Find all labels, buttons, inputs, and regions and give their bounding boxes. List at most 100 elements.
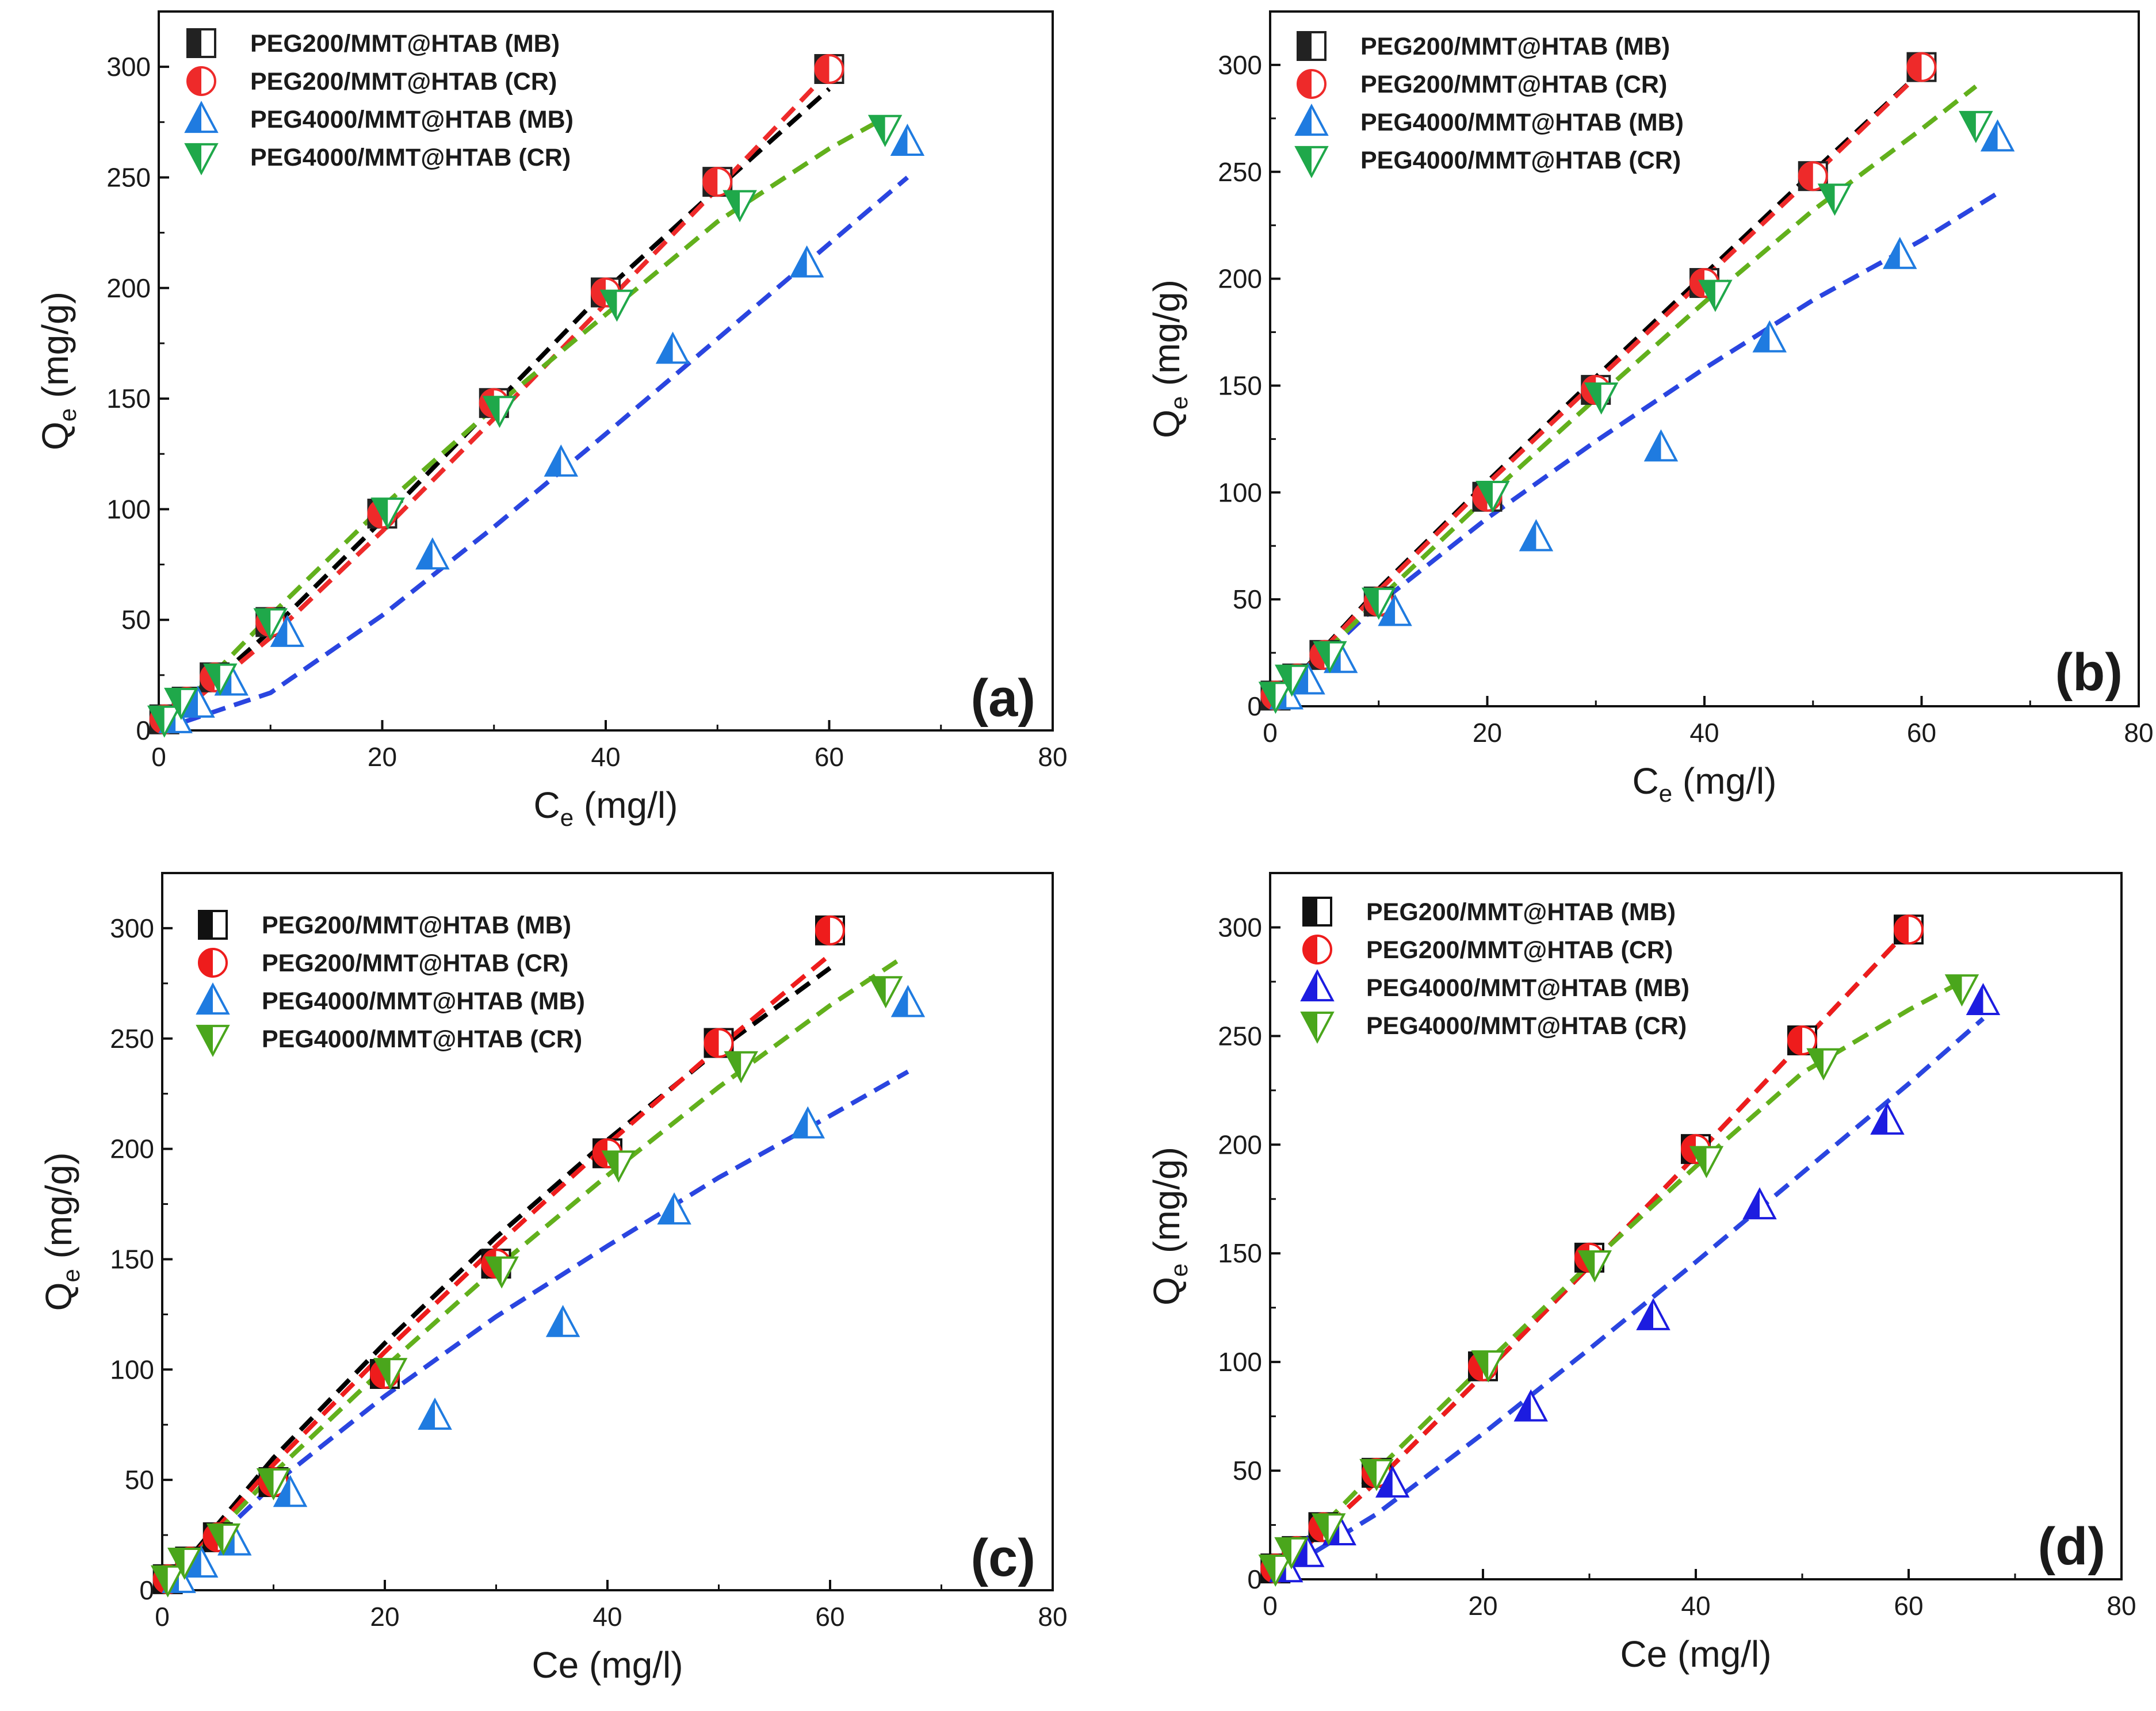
legend-label: PEG200/MMT@HTAB (MB) bbox=[1366, 898, 1676, 926]
legend-marker bbox=[196, 982, 230, 1015]
y-tick-label: 300 bbox=[1218, 912, 1262, 942]
y-tick-label: 300 bbox=[1218, 50, 1262, 80]
legend-marker bbox=[1297, 69, 1327, 99]
x-axis-title: Ce (mg/l) bbox=[1620, 1633, 1771, 1675]
fit-line bbox=[1270, 1017, 1985, 1579]
y-tick-label: 50 bbox=[121, 605, 151, 635]
legend-label: PEG4000/MMT@HTAB (MB) bbox=[1360, 109, 1684, 136]
data-point bbox=[1643, 429, 1679, 462]
data-point bbox=[270, 614, 305, 647]
x-tick-label: 0 bbox=[1263, 1591, 1278, 1621]
data-point bbox=[867, 114, 903, 147]
data-point bbox=[1959, 110, 1993, 143]
data-point bbox=[1742, 1187, 1777, 1220]
data-point bbox=[1475, 480, 1510, 513]
data-point bbox=[704, 1028, 734, 1058]
data-point bbox=[789, 245, 824, 278]
legend-label: PEG200/MMT@HTAB (CR) bbox=[1366, 936, 1673, 964]
data-point bbox=[545, 1304, 580, 1337]
data-point bbox=[482, 396, 517, 428]
y-tick-label: 0 bbox=[136, 715, 151, 745]
data-point bbox=[1258, 682, 1293, 714]
data-point bbox=[1883, 236, 1917, 269]
legend-marker bbox=[186, 66, 216, 96]
legend-marker bbox=[1300, 969, 1335, 1002]
legend-marker bbox=[198, 948, 228, 978]
data-point bbox=[273, 1475, 308, 1507]
legend-marker bbox=[1300, 1011, 1335, 1044]
data-point bbox=[1362, 587, 1396, 620]
y-axis-title: Qe (mg/g) bbox=[1146, 1147, 1192, 1306]
y-tick-label: 200 bbox=[1218, 1130, 1262, 1159]
legend-label: PEG4000/MMT@HTAB (MB) bbox=[262, 987, 585, 1015]
y-tick-label: 0 bbox=[1247, 1564, 1262, 1594]
y-tick-label: 100 bbox=[106, 494, 151, 524]
y-tick-label: 300 bbox=[110, 913, 154, 943]
fit-line bbox=[159, 175, 909, 730]
fit-line bbox=[1270, 979, 1963, 1579]
data-point bbox=[1752, 320, 1787, 353]
y-tick-label: 250 bbox=[106, 162, 151, 192]
y-tick-label: 0 bbox=[1247, 691, 1262, 721]
y-tick-label: 100 bbox=[110, 1354, 154, 1384]
y-tick-label: 0 bbox=[139, 1575, 154, 1605]
legend: PEG200/MMT@HTAB (MB) PEG200/MMT@HTAB (CR)… bbox=[1300, 897, 1689, 1044]
data-point bbox=[599, 289, 634, 322]
data-point bbox=[1513, 1389, 1548, 1422]
data-point bbox=[869, 976, 903, 1009]
x-tick-label: 40 bbox=[592, 1602, 622, 1632]
legend-marker bbox=[1294, 146, 1329, 178]
y-tick-label: 150 bbox=[1218, 1238, 1262, 1268]
data-point bbox=[1689, 1146, 1724, 1178]
data-point bbox=[256, 1468, 291, 1501]
data-point bbox=[1894, 914, 1924, 945]
y-tick-label: 250 bbox=[110, 1024, 154, 1054]
data-point bbox=[1375, 1465, 1410, 1498]
legend-label: PEG4000/MMT@HTAB (CR) bbox=[250, 144, 571, 171]
data-point bbox=[723, 190, 757, 223]
data-point bbox=[373, 1358, 408, 1391]
x-tick-label: 80 bbox=[2124, 718, 2153, 748]
legend-label: PEG4000/MMT@HTAB (CR) bbox=[1360, 147, 1681, 174]
y-tick-label: 150 bbox=[106, 384, 151, 414]
x-tick-label: 60 bbox=[1894, 1591, 1923, 1621]
data-point bbox=[1577, 1250, 1612, 1283]
legend-marker bbox=[1302, 897, 1332, 927]
data-point bbox=[1966, 983, 2001, 1016]
y-tick-label: 50 bbox=[125, 1465, 154, 1495]
plot-frame bbox=[161, 872, 1054, 1591]
data-point bbox=[1274, 1537, 1309, 1570]
y-axis-title: Qe (mg/g) bbox=[38, 1153, 85, 1311]
x-axis-title: Ce (mg/l) bbox=[532, 1644, 683, 1686]
legend-marker bbox=[1294, 104, 1329, 136]
data-point bbox=[484, 1256, 519, 1289]
legend-label: PEG4000/MMT@HTAB (CR) bbox=[1366, 1012, 1687, 1040]
y-tick-label: 100 bbox=[1218, 1347, 1262, 1377]
x-tick-label: 20 bbox=[1473, 718, 1502, 748]
y-tick-label: 250 bbox=[1218, 157, 1262, 187]
legend-label: PEG4000/MMT@HTAB (MB) bbox=[250, 106, 574, 133]
legend-label: PEG200/MMT@HTAB (CR) bbox=[1360, 71, 1667, 98]
fit-line bbox=[1270, 84, 1978, 706]
data-points bbox=[1258, 52, 2015, 714]
chart-panel-b: 0 20 40 60 80 0 50 100 150 200 250 300 Ce (mg/l) Qe (… bbox=[1146, 10, 2154, 807]
fit-line bbox=[162, 959, 899, 1590]
data-point bbox=[1944, 974, 1979, 1007]
x-tick-label: 0 bbox=[151, 742, 166, 772]
x-tick-label: 80 bbox=[1038, 1602, 1067, 1632]
data-point bbox=[1870, 1102, 1905, 1135]
data-point bbox=[655, 331, 690, 364]
data-point bbox=[790, 1106, 825, 1139]
y-tick-label: 50 bbox=[1233, 584, 1262, 614]
legend-marker bbox=[196, 1024, 230, 1057]
data-point bbox=[1806, 1048, 1841, 1081]
data-point bbox=[702, 167, 733, 197]
y-tick-label: 200 bbox=[110, 1134, 154, 1164]
legend-label: PEG200/MMT@HTAB (CR) bbox=[250, 68, 557, 95]
data-point bbox=[1312, 1513, 1346, 1546]
data-points bbox=[1258, 914, 2001, 1587]
legend-marker bbox=[184, 143, 219, 175]
data-point bbox=[1275, 664, 1309, 697]
data-point bbox=[544, 444, 579, 477]
